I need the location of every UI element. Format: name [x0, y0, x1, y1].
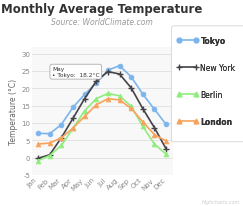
London	[165, 140, 168, 143]
New York	[165, 148, 168, 150]
New York	[141, 108, 144, 110]
New York	[60, 137, 63, 139]
Berlin	[71, 128, 74, 130]
Tokyo	[95, 82, 98, 85]
New York	[48, 154, 51, 156]
Tokyo	[60, 124, 63, 126]
Berlin	[36, 160, 39, 162]
Berlin	[95, 98, 98, 100]
Tokyo	[36, 132, 39, 135]
New York	[36, 157, 39, 160]
Text: Tokyo: Tokyo	[200, 37, 226, 46]
Berlin	[130, 105, 133, 108]
Tokyo	[106, 70, 109, 72]
London	[130, 108, 133, 110]
New York	[106, 71, 109, 74]
Berlin	[106, 93, 109, 95]
Line: New York: New York	[35, 69, 169, 162]
Tokyo	[48, 133, 51, 135]
Berlin	[48, 154, 51, 157]
Berlin	[118, 95, 121, 98]
Text: New York: New York	[200, 63, 235, 73]
Text: Monthly Average Temperature: Monthly Average Temperature	[1, 3, 203, 16]
Text: Highcharts.com: Highcharts.com	[202, 199, 241, 204]
New York	[118, 73, 121, 76]
New York	[130, 87, 133, 90]
London	[71, 127, 74, 130]
Text: London: London	[200, 117, 233, 126]
Tokyo	[141, 94, 144, 96]
Tokyo	[153, 109, 156, 111]
Text: Source: WorldClimate.com: Source: WorldClimate.com	[51, 18, 153, 26]
Berlin	[60, 145, 63, 147]
Text: Tokyo: Tokyo	[200, 37, 226, 46]
Line: London: London	[35, 97, 169, 147]
London	[36, 143, 39, 146]
London	[60, 137, 63, 139]
Y-axis label: Temperature (°C): Temperature (°C)	[9, 78, 18, 144]
New York	[71, 118, 74, 120]
London	[141, 121, 144, 124]
Tokyo	[118, 65, 121, 68]
Berlin	[83, 110, 86, 112]
London	[83, 116, 86, 118]
London	[48, 142, 51, 145]
London	[95, 104, 98, 107]
Text: New York: New York	[200, 63, 235, 73]
Tokyo	[130, 76, 133, 79]
London	[118, 99, 121, 102]
Berlin	[165, 153, 168, 156]
Berlin	[141, 125, 144, 128]
Text: London: London	[200, 117, 233, 126]
New York	[83, 98, 86, 100]
Berlin	[153, 143, 156, 146]
New York	[95, 81, 98, 83]
Tokyo	[71, 107, 74, 109]
London	[153, 134, 156, 136]
Line: Tokyo: Tokyo	[35, 64, 169, 136]
Line: Berlin: Berlin	[35, 91, 169, 163]
Tokyo	[165, 123, 168, 126]
London	[106, 98, 109, 100]
Tokyo	[83, 94, 86, 96]
Text: Berlin: Berlin	[200, 90, 223, 99]
New York	[153, 127, 156, 129]
Text: May
• Tokyo:  18.2°C: May • Tokyo: 18.2°C	[52, 67, 100, 78]
Text: Berlin: Berlin	[200, 90, 223, 99]
